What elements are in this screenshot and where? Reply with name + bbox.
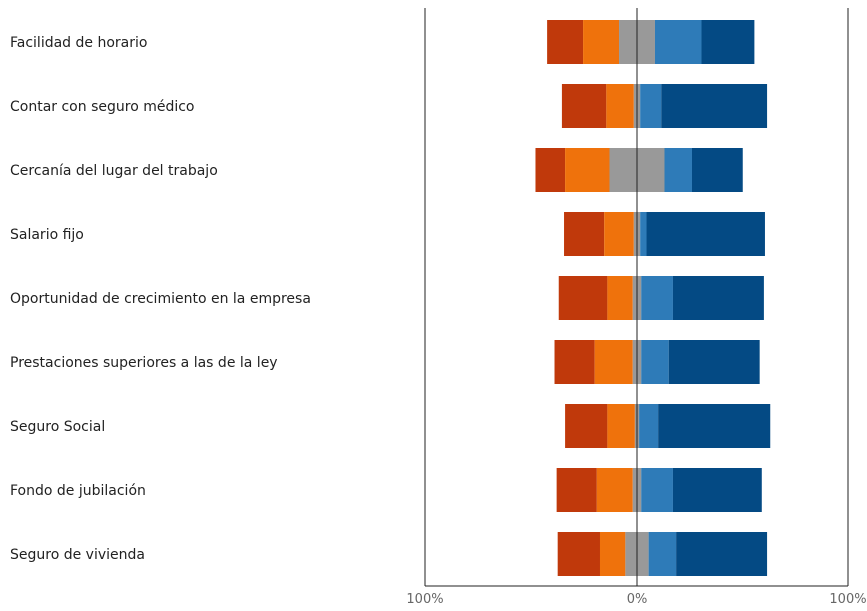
category-label: Facilidad de horario [10, 35, 147, 51]
bar-segment [640, 212, 647, 256]
bar-segment [564, 212, 605, 256]
bars-group [535, 20, 771, 576]
category-label: Prestaciones superiores a las de la ley [10, 355, 278, 371]
category-label: Fondo de jubilación [10, 483, 146, 499]
bar-segment [661, 84, 768, 128]
bar-segment [565, 148, 610, 192]
bar-segment [606, 84, 634, 128]
tick-label-center: 0% [627, 592, 648, 607]
bar-segment [558, 276, 608, 320]
tick-label-right: 100% [829, 592, 866, 607]
bar-segment [648, 532, 677, 576]
bar-segment [604, 212, 634, 256]
category-label: Cercanía del lugar del trabajo [10, 163, 218, 179]
bar-segment [641, 468, 673, 512]
bar-segment [599, 532, 626, 576]
bar-segment [658, 404, 771, 448]
bar-segment [596, 468, 633, 512]
bar-segment [691, 148, 743, 192]
tick-label-left: 100% [406, 592, 443, 607]
category-label: Seguro de vivienda [10, 547, 145, 563]
bar-segment [701, 20, 755, 64]
category-label: Oportunidad de crecimiento en la empresa [10, 291, 311, 307]
bar-segment [554, 340, 595, 384]
bar-segment [535, 148, 566, 192]
bar-segment [646, 212, 765, 256]
bar-segment [664, 148, 692, 192]
bar-segment [547, 20, 584, 64]
category-label: Seguro Social [10, 419, 105, 435]
category-labels: Facilidad de horario Contar con seguro mé… [10, 35, 311, 563]
bar-segment [654, 20, 702, 64]
bar-segment [641, 276, 673, 320]
bar-segment [672, 468, 762, 512]
bar-segment [561, 84, 607, 128]
category-label: Contar con seguro médico [10, 99, 195, 115]
bar-segment [557, 532, 600, 576]
bar-segment [640, 84, 662, 128]
bar-segment [676, 532, 768, 576]
category-label: Salario fijo [10, 227, 84, 243]
bar-segment [583, 20, 620, 64]
bar-segment [668, 340, 760, 384]
bar-segment [641, 340, 669, 384]
bar-segment [565, 404, 608, 448]
bar-segment [639, 404, 659, 448]
bar-segment [556, 468, 597, 512]
bar-segment [594, 340, 633, 384]
bar-segment [607, 404, 635, 448]
bar-segment [607, 276, 633, 320]
bar-segment [672, 276, 764, 320]
